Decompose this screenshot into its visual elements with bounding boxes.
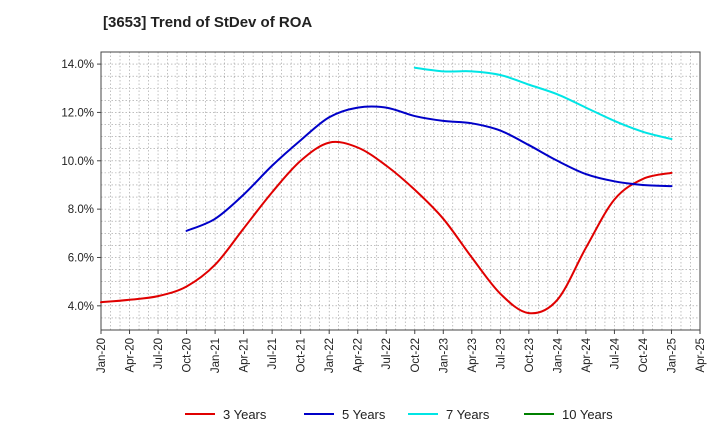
- series-line-3-years: [100, 140, 673, 315]
- y-tick-label: 8.0%: [68, 204, 94, 216]
- x-tick-label: Jan-23: [438, 338, 450, 373]
- y-tick-label: 12.0%: [61, 107, 94, 119]
- x-tick-label: Oct-23: [524, 338, 536, 373]
- x-tick-label: Jan-21: [210, 338, 222, 373]
- x-tick-label: Jul-21: [267, 338, 279, 369]
- y-tick-label: 10.0%: [61, 156, 94, 168]
- legend-label: 7 Years: [446, 407, 490, 422]
- plot-area: [101, 52, 700, 330]
- legend-label: 10 Years: [562, 407, 613, 422]
- x-tick-label: Jan-25: [666, 338, 678, 373]
- x-tick-label: Jul-22: [381, 338, 393, 369]
- series-line-5-years: [185, 105, 673, 232]
- x-tick-label: Jul-23: [495, 338, 507, 369]
- y-tick-label: 6.0%: [68, 252, 94, 264]
- x-tick-label: Apr-24: [581, 337, 593, 372]
- chart-title: [3653] Trend of StDev of ROA: [103, 14, 313, 31]
- x-tick-label: Jul-20: [153, 338, 165, 369]
- x-tick-label: Apr-23: [467, 338, 479, 373]
- x-tick-label: Jan-24: [552, 337, 564, 373]
- x-tick-label: Apr-25: [695, 338, 707, 373]
- legend-label: 5 Years: [342, 407, 386, 422]
- x-tick-label: Jan-20: [96, 338, 108, 373]
- x-tick-label: Oct-24: [638, 337, 650, 372]
- x-tick-label: Jan-22: [324, 338, 336, 373]
- y-tick-label: 14.0%: [61, 59, 94, 71]
- x-tick-label: Jul-24: [609, 337, 621, 369]
- y-tick-label: 4.0%: [68, 301, 94, 313]
- x-tick-label: Apr-21: [239, 338, 251, 373]
- x-tick-label: Oct-20: [182, 338, 194, 373]
- plot-frame: [100, 51, 701, 331]
- x-tick-label: Oct-22: [410, 338, 422, 373]
- x-tick-label: Apr-20: [125, 338, 137, 373]
- series-line-7-years: [413, 66, 673, 141]
- x-tick-label: Apr-22: [353, 338, 365, 373]
- x-tick-label: Oct-21: [296, 338, 308, 373]
- legend-label: 3 Years: [223, 407, 267, 422]
